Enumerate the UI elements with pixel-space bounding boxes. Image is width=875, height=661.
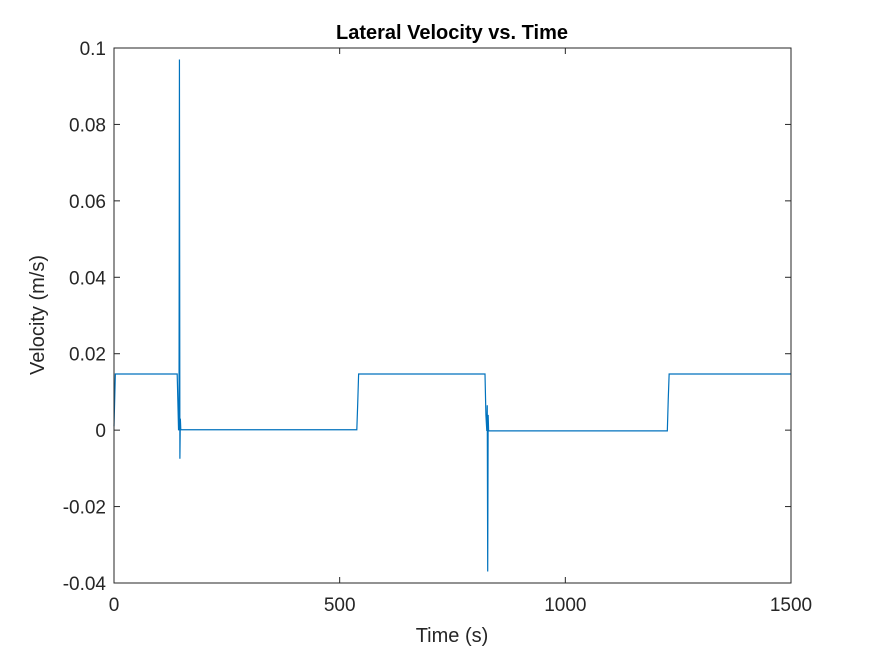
plot-frame: [113, 47, 792, 584]
series-layer: [113, 59, 791, 572]
x-tick-label: 1000: [544, 595, 586, 616]
x-tick-label: 0: [109, 595, 120, 616]
y-tick-label: 0.1: [80, 39, 106, 60]
y-tick-label: 0.02: [69, 345, 106, 366]
y-axis-label: Velocity (m/s): [27, 255, 49, 375]
chart-title: Lateral Velocity vs. Time: [336, 22, 568, 44]
x-tick-label: 500: [324, 595, 356, 616]
y-tick-label: -0.02: [63, 498, 106, 519]
y-tick-label: 0: [95, 421, 106, 442]
series-line-0: [113, 59, 791, 572]
x-axis-label: Time (s): [416, 625, 489, 647]
y-tick-label: 0.04: [69, 268, 106, 289]
y-tick-label: 0.08: [69, 115, 106, 136]
y-tick-label: -0.04: [63, 574, 107, 595]
ticks-layer: 0 500 1000 1500 -0.04 -0.02 0 0.02 0.04 0.06 0.08 0…: [63, 39, 812, 616]
y-tick-label: 0.06: [69, 192, 106, 213]
x-tick-label: 1500: [770, 595, 812, 616]
